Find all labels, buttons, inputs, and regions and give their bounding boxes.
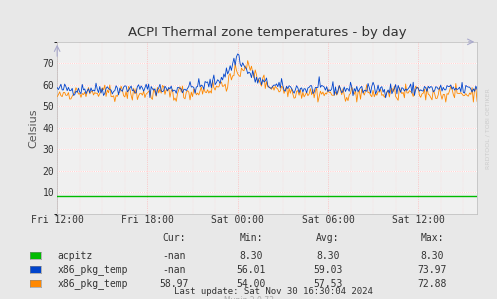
Text: x86_pkg_temp: x86_pkg_temp (57, 264, 128, 275)
Text: 56.01: 56.01 (236, 265, 266, 275)
Text: 58.97: 58.97 (159, 279, 189, 289)
Text: Munin 2.0.73: Munin 2.0.73 (224, 296, 273, 299)
Text: 8.30: 8.30 (316, 251, 340, 261)
Text: 57.53: 57.53 (313, 279, 343, 289)
Text: Max:: Max: (420, 233, 444, 243)
Text: Avg:: Avg: (316, 233, 340, 243)
Text: -nan: -nan (162, 265, 186, 275)
Text: Cur:: Cur: (162, 233, 186, 243)
Text: RRDTOOL / TOBI OETIKER: RRDTOOL / TOBI OETIKER (486, 88, 491, 169)
Title: ACPI Thermal zone temperatures - by day: ACPI Thermal zone temperatures - by day (128, 26, 407, 39)
Text: acpitz: acpitz (57, 251, 92, 261)
Text: 59.03: 59.03 (313, 265, 343, 275)
Text: 72.88: 72.88 (417, 279, 447, 289)
Text: Last update: Sat Nov 30 16:30:04 2024: Last update: Sat Nov 30 16:30:04 2024 (174, 287, 373, 296)
Text: 73.97: 73.97 (417, 265, 447, 275)
Text: 54.00: 54.00 (236, 279, 266, 289)
Text: 8.30: 8.30 (239, 251, 263, 261)
Y-axis label: Celsius: Celsius (28, 108, 38, 148)
Text: -nan: -nan (162, 251, 186, 261)
Text: Min:: Min: (239, 233, 263, 243)
Text: x86_pkg_temp: x86_pkg_temp (57, 278, 128, 289)
Text: 8.30: 8.30 (420, 251, 444, 261)
